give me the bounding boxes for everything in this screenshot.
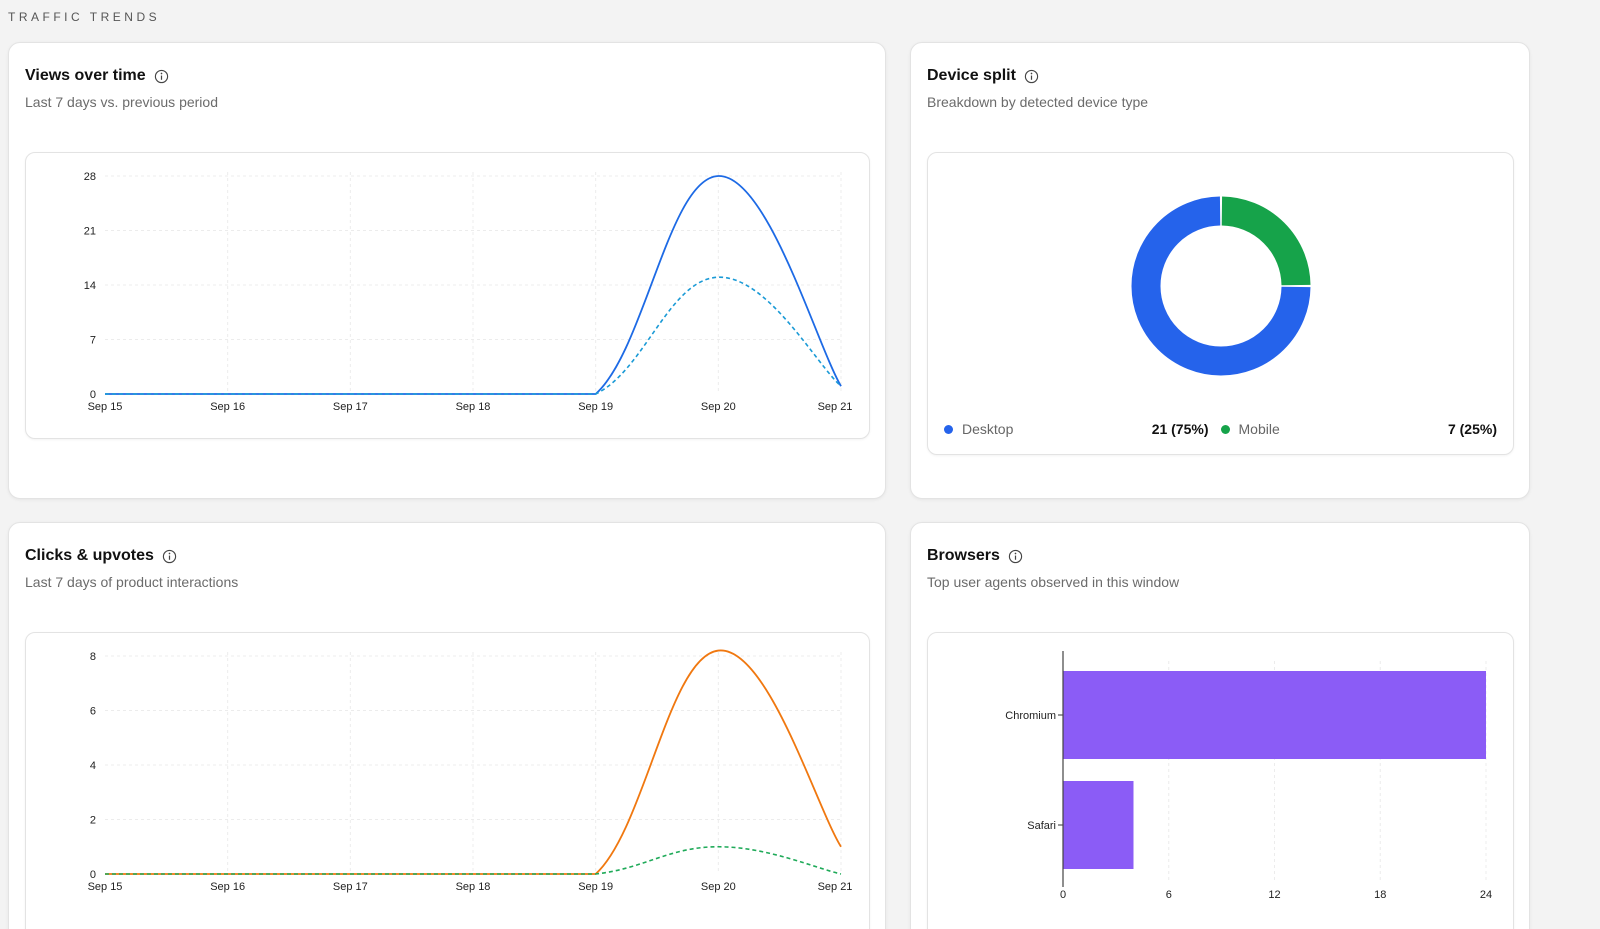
legend-value: 21 (75%) [1151,421,1209,437]
y-tick-label: 8 [90,651,96,663]
browsers-bar-chart: Chromium Safari 0 6 12 18 24 [1005,651,1492,901]
series-line-2 [105,845,842,875]
legend-dot-mobile [1220,424,1230,434]
x-tick-label: Sep 15 [88,881,123,893]
y-tick-label: 4 [90,760,96,772]
x-tick-label: Sep 19 [578,401,613,413]
clicks-card: Clicks & upvotes Last 7 days of product … [8,522,886,929]
info-icon[interactable] [162,549,177,564]
x-tick-label: Sep 21 [818,881,853,893]
device-card-subtitle: Breakdown by detected device type [927,94,1149,110]
x-tick-label: Sep 18 [456,881,491,893]
views-card: Views over time Last 7 days vs. previous… [8,42,886,499]
x-tick-label: Sep 21 [818,401,853,413]
views-line-chart: 0 7 14 21 28 Sep 15 Sep 16 Sep 17 Sep 18 Sep 19 Se… [84,171,853,413]
clicks-card-subtitle: Last 7 days of product interactions [25,574,239,590]
clicks-title-row: Clicks & upvotes [25,547,177,565]
x-tick-label: 12 [1268,889,1280,901]
browsers-title-row: Browsers [927,547,1023,565]
device-chart-container: Desktop 21 (75%) Mobile 7 (25%) [927,152,1514,455]
y-tick-label: 0 [90,869,96,881]
x-tick-label: Sep 19 [578,881,613,893]
views-card-title: Views over time [25,67,146,84]
section-title: TRAFFIC TRENDS [8,10,161,24]
device-donut-chart [1131,196,1311,376]
x-tick-label: Sep 17 [333,881,368,893]
y-tick-label: 28 [84,171,96,183]
x-tick-label: Sep 16 [210,881,245,893]
y-tick-label: 6 [90,706,96,718]
x-tick-label: Sep 15 [88,401,123,413]
legend-dot-desktop [944,424,953,434]
legend-value: 7 (25%) [1447,421,1497,437]
x-tick-label: Sep 17 [333,401,368,413]
browsers-card-subtitle: Top user agents observed in this window [927,574,1180,590]
x-tick-label: 24 [1480,889,1492,901]
y-tick-label: 2 [90,815,96,827]
device-legend: Desktop 21 (75%) Mobile 7 (25%) [944,421,1497,437]
bar-chromium [1063,671,1486,759]
info-icon[interactable] [1008,549,1023,564]
info-icon[interactable] [154,69,169,84]
donut-slice-mobile [1221,196,1311,286]
category-label: Chromium [1005,710,1056,722]
x-tick-label: 0 [1060,889,1066,901]
x-tick-label: Sep 18 [456,401,491,413]
views-title-row: Views over time [25,67,169,85]
clicks-line-chart: 0 2 4 6 8 Sep 15 Sep 16 Sep 17 Sep 18 Sep 19 Sep 2… [88,649,853,893]
clicks-card-title: Clicks & upvotes [25,547,154,564]
device-title-row: Device split [927,67,1039,85]
browsers-chart-container: Chromium Safari 0 6 12 18 24 [927,632,1514,929]
donut-slice-desktop [1131,196,1311,376]
browsers-card-title: Browsers [927,547,1000,564]
views-chart-container: 0 7 14 21 28 Sep 15 Sep 16 Sep 17 Sep 18 Sep 19 Se… [25,152,870,439]
info-icon[interactable] [1024,69,1039,84]
bar-safari [1063,781,1134,869]
device-card-title: Device split [927,67,1016,84]
y-tick-label: 7 [90,335,96,347]
x-tick-label: 6 [1166,889,1172,901]
legend-item-mobile: Mobile 7 (25%) [1220,421,1497,437]
x-tick-label: 18 [1374,889,1386,901]
legend-label: Desktop [962,421,1014,437]
y-tick-label: 0 [90,389,96,401]
y-tick-label: 21 [84,226,96,238]
y-tick-label: 14 [84,280,96,292]
browsers-card: Browsers Top user agents observed in thi… [910,522,1530,929]
x-tick-label: Sep 16 [210,401,245,413]
category-label: Safari [1027,820,1056,832]
legend-item-desktop: Desktop 21 (75%) [944,421,1221,437]
legend-label: Mobile [1238,421,1280,437]
views-card-subtitle: Last 7 days vs. previous period [25,94,218,110]
clicks-chart-container: 0 2 4 6 8 Sep 15 Sep 16 Sep 17 Sep 18 Sep 19 Sep 2… [25,632,870,929]
x-tick-label: Sep 20 [701,881,736,893]
series-line-2 [105,276,842,395]
x-tick-label: Sep 20 [701,401,736,413]
device-card: Device split Breakdown by detected devic… [910,42,1530,499]
